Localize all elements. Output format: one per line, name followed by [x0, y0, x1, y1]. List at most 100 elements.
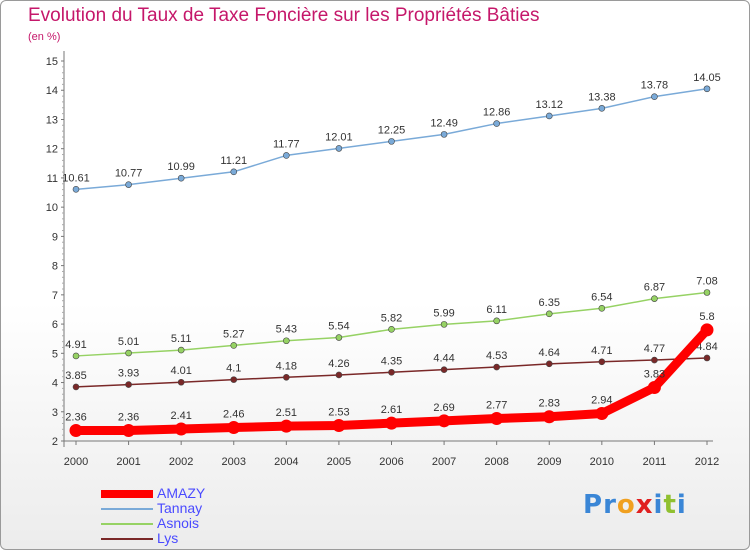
logo-letter: i — [653, 490, 664, 520]
data-point-amazy — [595, 407, 609, 421]
data-point-tannay — [388, 138, 395, 145]
x-tick-label: 2008 — [484, 456, 508, 468]
y-tick-label: 10 — [46, 202, 58, 214]
y-tick-label: 3 — [52, 407, 58, 419]
legend-item-lys: Lys — [101, 531, 261, 546]
data-point-amazy — [700, 323, 714, 337]
data-label-lys: 4.64 — [539, 347, 560, 359]
legend-swatch — [101, 508, 153, 510]
data-point-amazy — [490, 411, 504, 425]
data-label-tannay: 13.38 — [588, 91, 616, 103]
data-label-tannay: 12.86 — [483, 107, 511, 119]
data-point-amazy — [69, 423, 83, 437]
data-point-asnois — [493, 317, 500, 325]
data-point-amazy — [122, 423, 136, 437]
data-label-asnois: 5.11 — [171, 333, 192, 345]
y-tick-label: 14 — [46, 85, 58, 97]
data-label-amazy: 2.36 — [65, 411, 86, 423]
data-label-lys: 4.01 — [170, 365, 191, 377]
legend-swatch — [101, 490, 153, 498]
y-tick-label: 4 — [52, 378, 58, 390]
data-label-amazy: 5.8 — [699, 311, 714, 323]
data-label-tannay: 10.99 — [167, 161, 195, 173]
data-label-asnois: 6.87 — [644, 282, 665, 294]
data-label-tannay: 13.78 — [641, 80, 669, 92]
data-point-tannay — [545, 112, 553, 120]
data-point-amazy — [279, 419, 293, 433]
data-point-tannay — [335, 145, 343, 152]
data-label-tannay: 12.25 — [378, 124, 406, 136]
y-tick-label: 9 — [52, 231, 58, 243]
x-tick-label: 2007 — [432, 456, 456, 468]
data-point-tannay — [125, 181, 132, 188]
data-label-asnois: 5.27 — [223, 328, 244, 340]
x-tick-label: 2004 — [274, 456, 298, 468]
data-point-lys — [72, 383, 80, 391]
data-label-asnois: 5.01 — [118, 336, 139, 348]
data-point-asnois — [335, 334, 343, 341]
chart-subtitle: (en %) — [28, 31, 61, 43]
legend-item-tannay: Tannay — [101, 501, 261, 516]
data-point-lys — [493, 363, 500, 371]
data-point-amazy — [542, 410, 556, 424]
legend-item-amazy: AMAZY — [101, 486, 261, 501]
data-point-lys — [651, 356, 658, 364]
y-tick-label: 15 — [46, 56, 58, 68]
x-tick-label: 2001 — [116, 456, 140, 468]
data-point-asnois — [598, 304, 606, 312]
data-point-tannay — [493, 120, 500, 127]
data-point-tannay — [598, 105, 606, 112]
y-tick-label: 7 — [52, 290, 58, 302]
data-point-tannay — [440, 131, 448, 138]
data-label-lys: 4.71 — [591, 345, 612, 357]
data-point-amazy — [647, 381, 661, 395]
legend-swatch — [101, 538, 153, 540]
y-tick-label: 6 — [52, 319, 58, 331]
x-tick-label: 2000 — [64, 456, 88, 468]
chart-legend: AMAZY Tannay Asnois Lys — [101, 486, 261, 546]
data-label-amazy: 2.69 — [433, 402, 454, 414]
logo-letter: i — [676, 490, 687, 520]
data-point-tannay — [230, 168, 238, 176]
x-tick-label: 2005 — [327, 456, 351, 468]
data-point-tannay — [72, 186, 80, 193]
x-tick-label: 2009 — [537, 456, 561, 468]
logo-letter: o — [616, 490, 636, 520]
legend-label: Lys — [157, 530, 179, 546]
data-point-asnois — [545, 310, 553, 318]
logo-letter: r — [603, 490, 617, 520]
data-point-asnois — [230, 342, 238, 349]
data-label-amazy: 2.77 — [486, 399, 507, 411]
y-tick-label: 13 — [46, 114, 58, 126]
legend-label: Asnois — [157, 515, 200, 531]
data-point-asnois — [440, 321, 448, 328]
y-tick-label: 8 — [52, 261, 58, 273]
data-point-asnois — [651, 295, 658, 302]
data-point-amazy — [227, 421, 241, 435]
data-label-lys: 4.18 — [276, 360, 297, 372]
data-point-amazy — [385, 416, 398, 430]
data-label-amazy: 2.46 — [223, 409, 244, 421]
data-label-tannay: 12.01 — [325, 131, 353, 143]
chart-title: Evolution du Taux de Taxe Foncière sur l… — [28, 5, 540, 26]
data-label-amazy: 2.94 — [591, 395, 612, 407]
data-point-lys — [440, 366, 448, 373]
x-tick-label: 2003 — [222, 456, 246, 468]
data-point-tannay — [177, 174, 185, 182]
data-point-amazy — [174, 422, 188, 436]
data-point-lys — [388, 369, 395, 376]
data-label-tannay: 11.77 — [273, 138, 300, 150]
legend-swatch — [101, 523, 153, 525]
data-label-amazy: 3.83 — [644, 369, 665, 381]
data-label-lys: 3.85 — [65, 370, 86, 382]
data-label-asnois: 5.54 — [328, 321, 349, 333]
proxiti-logo: Proxiti — [583, 490, 687, 520]
y-tick-label: 2 — [52, 436, 58, 448]
data-point-tannay — [703, 85, 711, 93]
data-point-asnois — [177, 346, 185, 354]
data-point-amazy — [332, 419, 346, 433]
data-label-asnois: 6.54 — [591, 291, 612, 303]
logo-letter: t — [663, 490, 677, 520]
